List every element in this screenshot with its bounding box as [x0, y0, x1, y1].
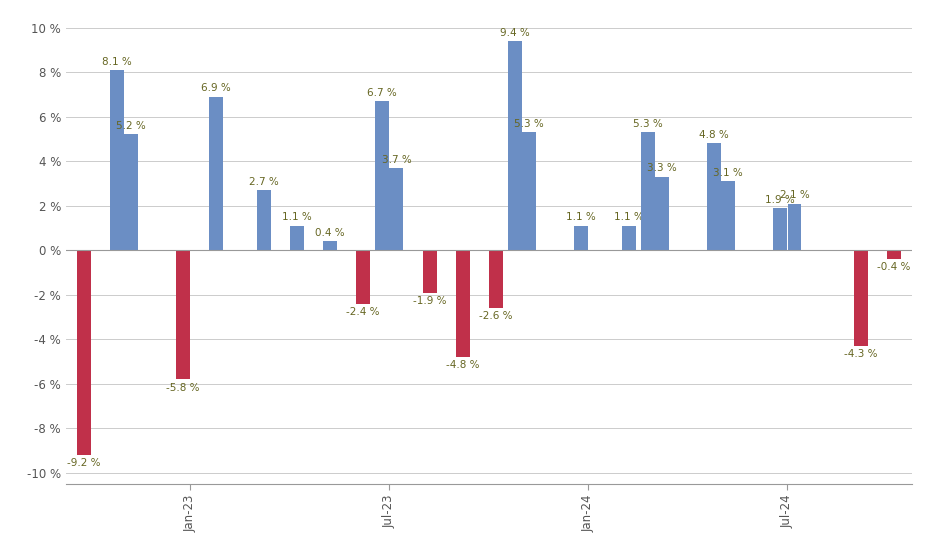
Text: 4.8 %: 4.8 %	[699, 130, 728, 140]
Text: 1.1 %: 1.1 %	[566, 212, 596, 222]
Bar	[290, 226, 304, 250]
Bar	[640, 132, 654, 250]
Bar	[456, 250, 470, 357]
Bar	[257, 190, 271, 250]
Bar	[774, 208, 787, 250]
Bar	[124, 135, 138, 250]
Text: -4.3 %: -4.3 %	[844, 349, 878, 359]
Text: 5.3 %: 5.3 %	[633, 119, 663, 129]
Bar	[176, 250, 190, 380]
Bar	[389, 168, 403, 250]
Bar	[574, 226, 588, 250]
Text: 3.3 %: 3.3 %	[647, 163, 677, 173]
Bar	[323, 241, 337, 250]
Text: -2.6 %: -2.6 %	[479, 311, 512, 321]
Bar	[210, 97, 223, 250]
Text: 5.2 %: 5.2 %	[117, 121, 146, 131]
Bar	[356, 250, 370, 304]
Bar	[655, 177, 668, 250]
Bar	[887, 250, 901, 259]
Bar	[76, 250, 90, 455]
Bar	[508, 41, 522, 250]
Text: 2.1 %: 2.1 %	[779, 190, 809, 200]
Bar	[621, 226, 635, 250]
Text: 1.1 %: 1.1 %	[282, 212, 312, 222]
Text: -5.8 %: -5.8 %	[166, 383, 200, 393]
Text: 2.7 %: 2.7 %	[249, 177, 278, 187]
Text: 5.3 %: 5.3 %	[514, 119, 544, 129]
Text: -1.9 %: -1.9 %	[413, 296, 446, 306]
Text: 3.7 %: 3.7 %	[382, 155, 412, 164]
Text: 8.1 %: 8.1 %	[102, 57, 132, 67]
Bar	[721, 182, 735, 250]
Text: 9.4 %: 9.4 %	[500, 28, 530, 37]
Text: 0.4 %: 0.4 %	[315, 228, 345, 238]
Text: -0.4 %: -0.4 %	[877, 262, 911, 272]
Bar	[110, 70, 124, 250]
Text: 1.1 %: 1.1 %	[614, 212, 644, 222]
Text: -2.4 %: -2.4 %	[347, 307, 380, 317]
Text: 3.1 %: 3.1 %	[713, 168, 743, 178]
Text: 6.7 %: 6.7 %	[368, 88, 397, 98]
Bar	[707, 144, 721, 250]
Bar	[788, 204, 802, 250]
Text: 1.9 %: 1.9 %	[765, 195, 795, 205]
Text: -9.2 %: -9.2 %	[67, 458, 101, 469]
Bar	[854, 250, 868, 346]
Bar	[489, 250, 503, 308]
Text: -4.8 %: -4.8 %	[446, 360, 479, 371]
Bar	[375, 101, 389, 250]
Bar	[423, 250, 436, 293]
Text: 6.9 %: 6.9 %	[201, 83, 231, 94]
Bar	[522, 132, 536, 250]
